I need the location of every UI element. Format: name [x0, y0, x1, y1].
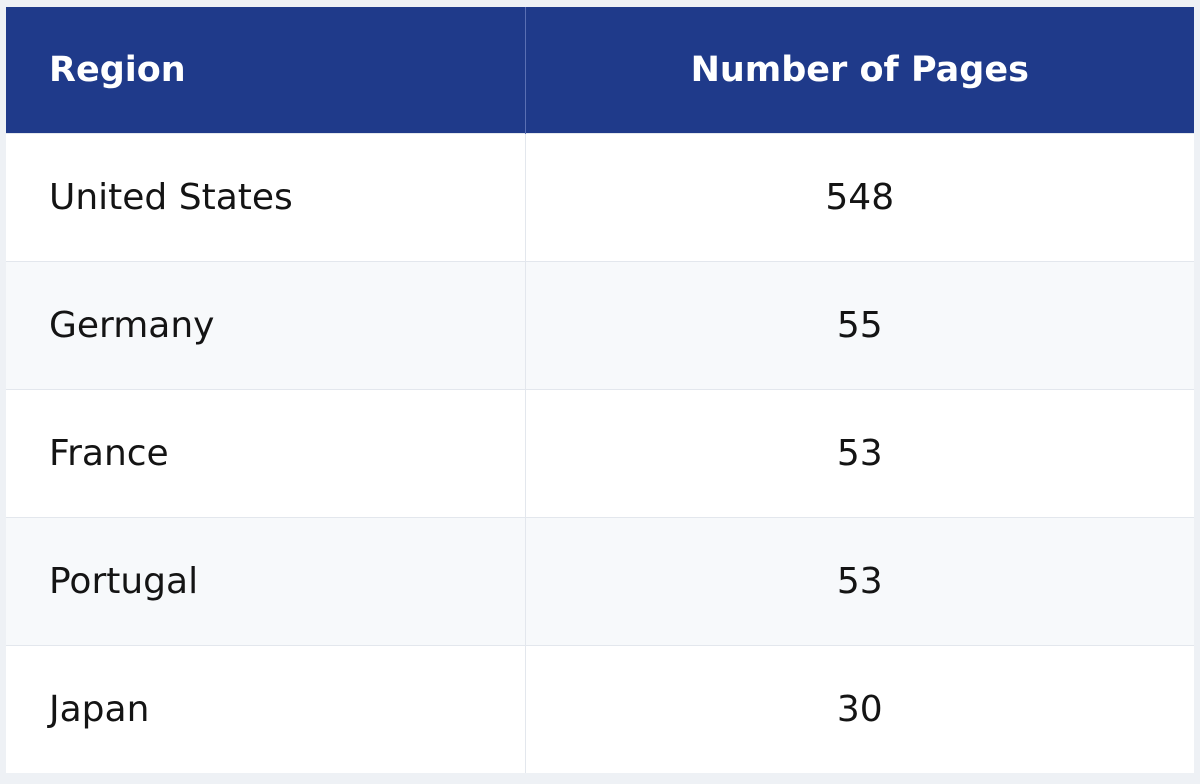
pages-cell: 53: [525, 516, 1194, 645]
table-row: United States 548: [6, 132, 1194, 261]
region-cell: Japan: [6, 644, 526, 773]
pages-cell: 55: [525, 260, 1194, 389]
header-row: Region Number of Pages: [6, 7, 1194, 133]
region-cell: Germany: [6, 260, 526, 389]
pages-cell: 548: [525, 132, 1194, 261]
region-cell: Portugal: [6, 516, 526, 645]
table-row: France 53: [6, 388, 1194, 517]
region-cell: France: [6, 388, 526, 517]
pages-cell: 53: [525, 388, 1194, 517]
pages-cell: 30: [525, 644, 1194, 773]
table-row: Portugal 53: [6, 516, 1194, 645]
table-header: Region Number of Pages: [6, 7, 1194, 133]
table-row: Japan 30: [6, 644, 1194, 773]
region-cell: United States: [6, 132, 526, 261]
region-pages-table: Region Number of Pages United States 548…: [6, 7, 1194, 773]
table-body: United States 548 Germany 55 France 53 P…: [6, 132, 1194, 773]
table-row: Germany 55: [6, 260, 1194, 389]
column-header-number-of-pages: Number of Pages: [525, 7, 1194, 133]
column-header-region: Region: [6, 7, 526, 133]
